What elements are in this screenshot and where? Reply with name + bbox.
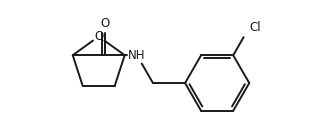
Text: NH: NH xyxy=(128,49,146,62)
Text: O: O xyxy=(100,17,109,30)
Text: O: O xyxy=(94,30,103,43)
Text: Cl: Cl xyxy=(249,21,261,34)
